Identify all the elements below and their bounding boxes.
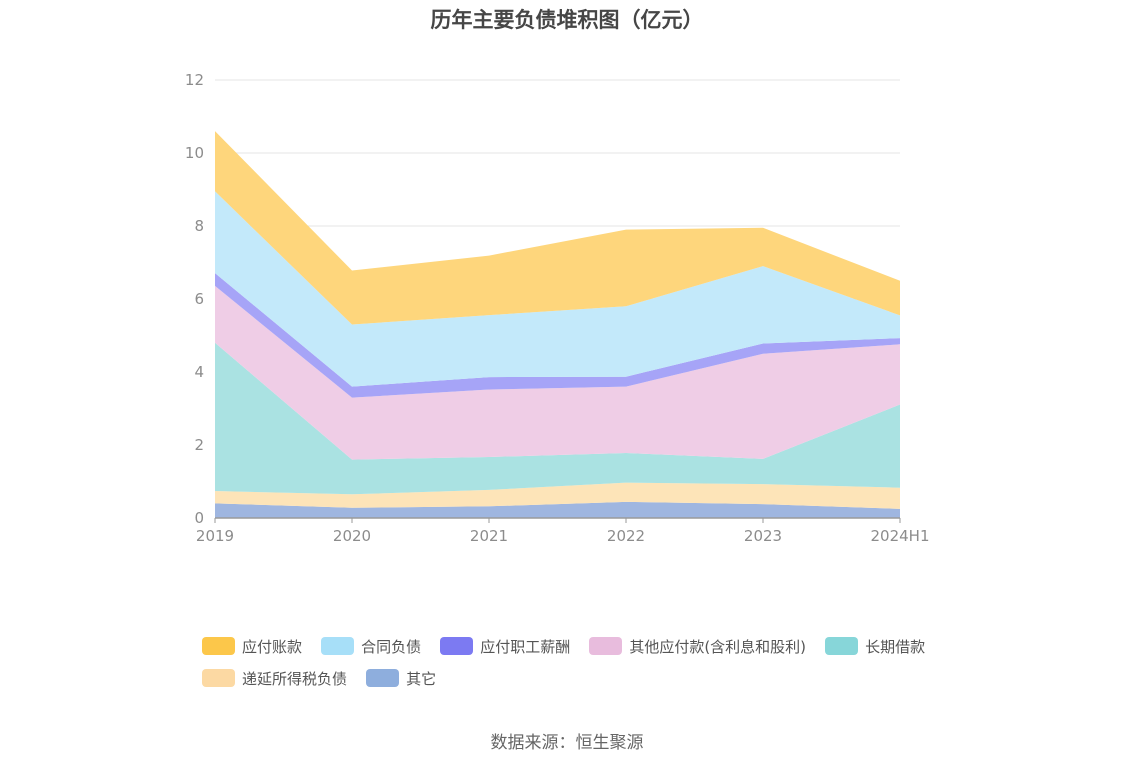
legend-label: 合同负债 xyxy=(361,637,422,656)
y-tick-label: 12 xyxy=(185,71,204,89)
legend-item-accounts-payable[interactable]: 应付账款 xyxy=(202,630,302,662)
legend-swatch xyxy=(825,637,859,655)
y-tick-label: 10 xyxy=(185,144,204,162)
legend-item-others[interactable]: 其它 xyxy=(366,662,436,694)
x-tick-label: 2019 xyxy=(196,527,234,545)
legend-swatch xyxy=(589,637,623,655)
area-series-其他应付款(含利息和股利)[interactable] xyxy=(215,285,900,460)
legend-label: 应付职工薪酬 xyxy=(480,637,571,656)
data-source: 数据来源：恒生聚源 xyxy=(490,733,644,753)
x-tick-label: 2024H1 xyxy=(871,527,930,545)
x-tick-label: 2020 xyxy=(333,527,371,545)
legend-label: 其它 xyxy=(406,669,437,688)
legend-label: 其他应付款(含利息和股利) xyxy=(629,637,807,656)
y-tick-label: 4 xyxy=(194,363,204,381)
area-series xyxy=(215,131,900,518)
x-tick-label: 2021 xyxy=(470,527,508,545)
chart-title: 历年主要负债堆积图（亿元） xyxy=(430,8,704,32)
legend-item-long-term-loans[interactable]: 长期借款 xyxy=(825,630,925,662)
legend-item-employee-payables[interactable]: 应付职工薪酬 xyxy=(440,630,570,662)
area-series-其它[interactable] xyxy=(215,501,900,518)
area-series-应付账款[interactable] xyxy=(215,131,900,325)
y-tick-label: 6 xyxy=(194,290,204,308)
legend-swatch xyxy=(440,637,474,655)
area-series-长期借款[interactable] xyxy=(215,342,900,495)
legend-item-contract-liabilities[interactable]: 合同负债 xyxy=(321,630,421,662)
legend: 应付账款 合同负债 应付职工薪酬 其他应付款(含利息和股利) 长期借款 递延所得… xyxy=(202,630,962,694)
y-tick-label: 8 xyxy=(194,217,204,235)
y-tick-label: 2 xyxy=(194,436,204,454)
y-tick-label: 0 xyxy=(194,509,204,527)
legend-label: 递延所得税负债 xyxy=(242,669,348,688)
legend-swatch xyxy=(202,637,235,655)
legend-label: 长期借款 xyxy=(865,637,926,656)
legend-swatch xyxy=(202,669,235,687)
legend-label: 应付账款 xyxy=(242,637,303,656)
legend-swatch xyxy=(366,669,400,687)
area-series-合同负债[interactable] xyxy=(215,191,900,387)
x-tick-label: 2022 xyxy=(607,527,645,545)
legend-item-other-payables[interactable]: 其他应付款(含利息和股利) xyxy=(589,630,806,662)
legend-swatch xyxy=(321,637,355,655)
area-series-递延所得税负债[interactable] xyxy=(215,482,900,509)
legend-item-deferred-tax-liabilities[interactable]: 递延所得税负债 xyxy=(202,662,347,694)
axes: 0 2 4 6 8 10 12 2019 2020 2021 2022 2023 2024H1 xyxy=(185,71,930,545)
x-tick-label: 2023 xyxy=(744,527,782,545)
